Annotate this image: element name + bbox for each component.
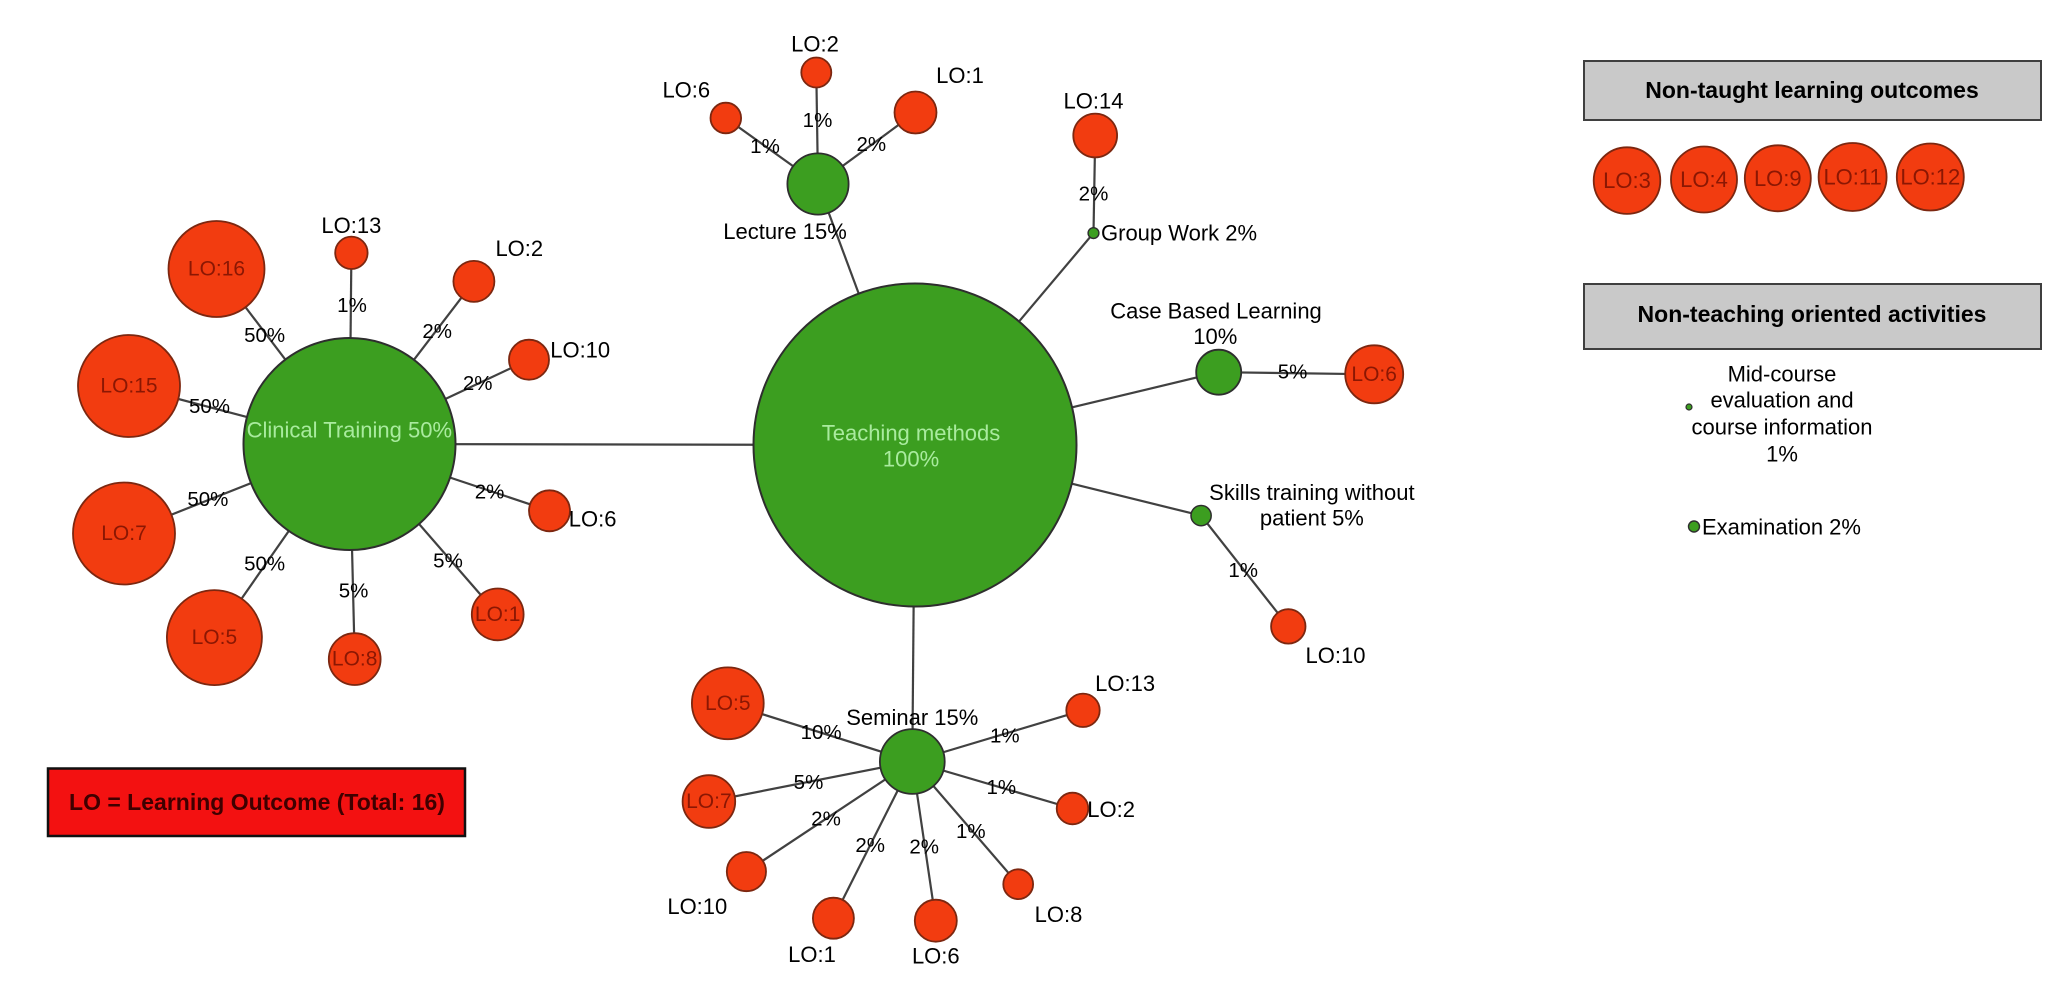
svg-text:LO:2: LO:2 (1087, 797, 1135, 822)
svg-text:Case Based Learning: Case Based Learning (1110, 298, 1322, 323)
svg-text:2%: 2% (422, 320, 452, 343)
svg-text:Teaching methods: Teaching methods (822, 421, 1001, 446)
svg-text:Mid-course: Mid-course (1728, 362, 1837, 387)
svg-text:10%: 10% (801, 721, 842, 744)
svg-text:Seminar 15%: Seminar 15% (846, 705, 978, 730)
svg-text:LO:3: LO:3 (1603, 168, 1651, 193)
svg-text:5%: 5% (339, 580, 369, 603)
svg-text:2%: 2% (855, 834, 885, 857)
svg-text:LO:10: LO:10 (667, 894, 727, 919)
svg-text:2%: 2% (1079, 182, 1109, 205)
svg-text:LO:6: LO:6 (569, 506, 617, 531)
svg-text:LO:5: LO:5 (705, 692, 751, 715)
svg-text:LO:13: LO:13 (321, 213, 381, 238)
svg-text:LO:7: LO:7 (686, 790, 732, 813)
svg-text:LO:10: LO:10 (1306, 643, 1366, 668)
svg-text:1%: 1% (337, 294, 367, 317)
svg-text:LO = Learning Outcome (Total:: LO = Learning Outcome (Total: 16) (69, 789, 445, 815)
svg-text:evaluation and: evaluation and (1710, 388, 1853, 413)
svg-text:Group Work 2%: Group Work 2% (1101, 221, 1257, 246)
svg-text:LO:6: LO:6 (662, 78, 710, 103)
svg-text:5%: 5% (794, 771, 824, 794)
svg-text:1%: 1% (1766, 442, 1798, 467)
svg-text:LO:2: LO:2 (495, 236, 543, 261)
svg-text:1%: 1% (750, 135, 780, 158)
svg-text:1%: 1% (990, 724, 1020, 747)
svg-text:Lecture 15%: Lecture 15% (723, 219, 847, 244)
svg-text:course information: course information (1692, 415, 1873, 440)
svg-text:5%: 5% (1278, 361, 1308, 384)
svg-text:LO:8: LO:8 (1035, 902, 1083, 927)
svg-text:1%: 1% (1228, 559, 1258, 582)
svg-text:50%: 50% (189, 395, 230, 418)
svg-text:2%: 2% (909, 836, 939, 859)
svg-text:Examination 2%: Examination 2% (1702, 515, 1861, 540)
svg-text:LO:7: LO:7 (101, 522, 147, 545)
svg-text:1%: 1% (986, 776, 1016, 799)
svg-text:Non-taught learning outcomes: Non-taught learning outcomes (1645, 77, 1979, 103)
svg-text:50%: 50% (244, 553, 285, 576)
svg-text:LO:1: LO:1 (936, 63, 984, 88)
svg-text:LO:13: LO:13 (1095, 671, 1155, 696)
svg-text:1%: 1% (803, 109, 833, 132)
svg-text:LO:14: LO:14 (1064, 89, 1124, 114)
svg-text:50%: 50% (244, 324, 285, 347)
svg-text:10%: 10% (1193, 324, 1237, 349)
svg-text:1%: 1% (956, 820, 986, 843)
svg-text:2%: 2% (463, 372, 493, 395)
svg-text:patient 5%: patient 5% (1260, 506, 1364, 531)
svg-text:LO:5: LO:5 (192, 626, 238, 649)
svg-text:LO:11: LO:11 (1823, 165, 1881, 190)
svg-text:Skills training without: Skills training without (1209, 480, 1414, 505)
svg-text:LO:2: LO:2 (791, 31, 839, 56)
svg-text:LO:8: LO:8 (332, 648, 378, 671)
svg-text:Non-teaching oriented activiti: Non-teaching oriented activities (1638, 301, 1987, 327)
svg-text:2%: 2% (811, 808, 841, 831)
svg-text:LO:6: LO:6 (1351, 363, 1397, 386)
svg-text:2%: 2% (475, 480, 505, 503)
svg-text:Clinical Training 50%: Clinical Training 50% (247, 418, 452, 443)
svg-text:50%: 50% (187, 488, 228, 511)
svg-text:5%: 5% (433, 549, 463, 572)
svg-text:2%: 2% (856, 133, 886, 156)
svg-text:LO:10: LO:10 (550, 338, 610, 363)
svg-text:LO:1: LO:1 (788, 942, 836, 967)
svg-text:100%: 100% (883, 447, 939, 472)
svg-text:LO:16: LO:16 (188, 258, 245, 281)
svg-text:LO:6: LO:6 (912, 943, 960, 968)
svg-text:LO:4: LO:4 (1680, 167, 1728, 192)
svg-text:LO:12: LO:12 (1900, 165, 1960, 190)
svg-text:LO:15: LO:15 (100, 375, 157, 398)
svg-text:LO:9: LO:9 (1754, 166, 1802, 191)
svg-text:LO:1: LO:1 (475, 603, 521, 626)
